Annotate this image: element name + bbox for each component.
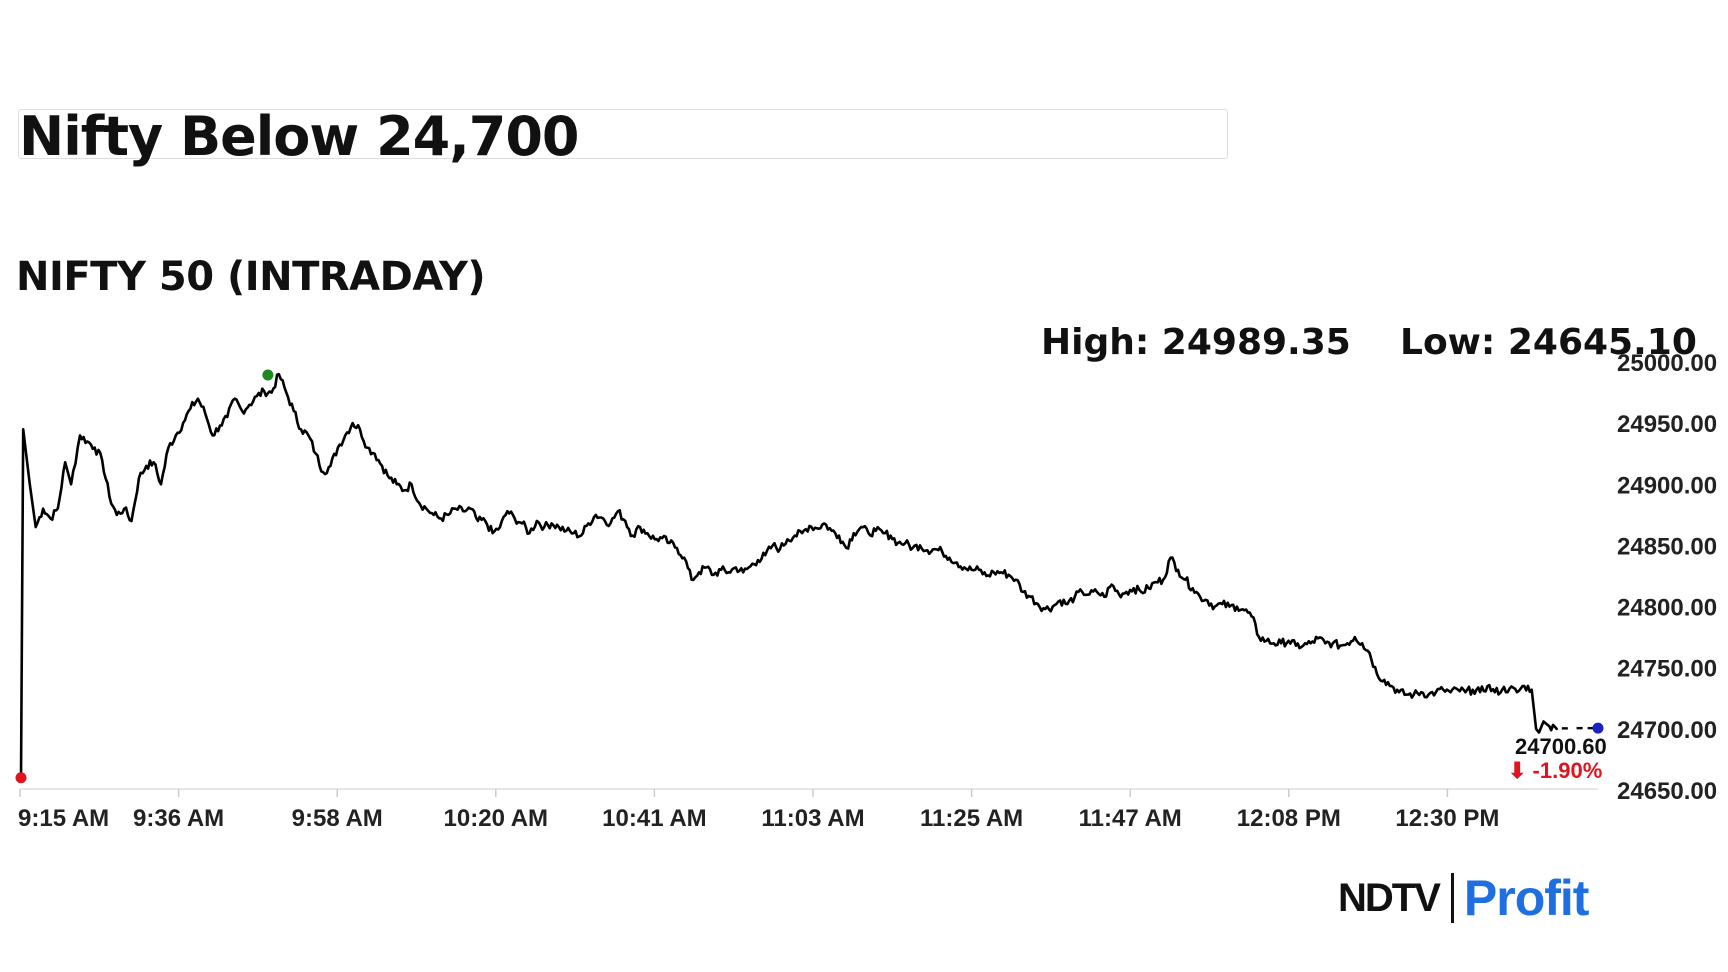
open-marker xyxy=(15,772,27,784)
logo-divider xyxy=(1450,873,1454,923)
x-tick-label: 10:20 AM xyxy=(444,805,548,832)
y-axis-labels: 25000.00 24950.00 24900.00 24850.00 24800.00… xyxy=(1617,350,1717,805)
high-label: High: 24989.35 xyxy=(1041,322,1351,363)
chart-title: NIFTY 50 (INTRADAY) xyxy=(16,254,486,300)
logo-profit: Profit xyxy=(1463,870,1590,926)
change-label: ⬇ -1.90% xyxy=(1508,758,1602,783)
headline-box xyxy=(18,109,1228,159)
x-tick-marks xyxy=(19,789,1449,797)
x-tick-label: 9:58 AM xyxy=(292,805,383,832)
y-tick-label: 24850.00 xyxy=(1617,533,1717,560)
x-tick-label: 11:03 AM xyxy=(761,805,864,832)
x-axis-labels: 9:15 AM 9:36 AM 9:58 AM 10:20 AM 10:41 AM 11:… xyxy=(18,805,1499,832)
x-tick-label: 12:30 PM xyxy=(1395,805,1499,832)
y-tick-label: 24700.00 xyxy=(1617,717,1717,744)
x-tick-label: 9:36 AM xyxy=(133,805,224,832)
headline: Nifty Below 24,700 xyxy=(19,105,579,168)
high-marker xyxy=(262,369,274,381)
x-tick-label: 11:25 AM xyxy=(920,805,1023,832)
x-tick-label: 11:47 AM xyxy=(1079,805,1182,832)
y-tick-label: 24800.00 xyxy=(1617,595,1717,622)
x-tick-label: 9:15 AM xyxy=(18,805,109,832)
last-value-label: 24700.60 xyxy=(1515,734,1607,759)
y-tick-label: 24950.00 xyxy=(1617,411,1717,438)
x-tick-label: 10:41 AM xyxy=(602,805,706,832)
y-tick-label: 24650.00 xyxy=(1617,778,1717,805)
logo-ndtv: NDTV xyxy=(1338,875,1441,920)
low-label: Low: 24645.10 xyxy=(1400,322,1697,363)
y-tick-label: 25000.00 xyxy=(1617,350,1717,377)
x-tick-label: 12:08 PM xyxy=(1237,805,1341,832)
y-tick-label: 24900.00 xyxy=(1617,472,1717,499)
last-marker xyxy=(1592,722,1604,734)
price-line xyxy=(19,372,1558,780)
y-tick-label: 24750.00 xyxy=(1617,656,1717,683)
ndtv-profit-logo: NDTV Profit xyxy=(1338,868,1590,928)
